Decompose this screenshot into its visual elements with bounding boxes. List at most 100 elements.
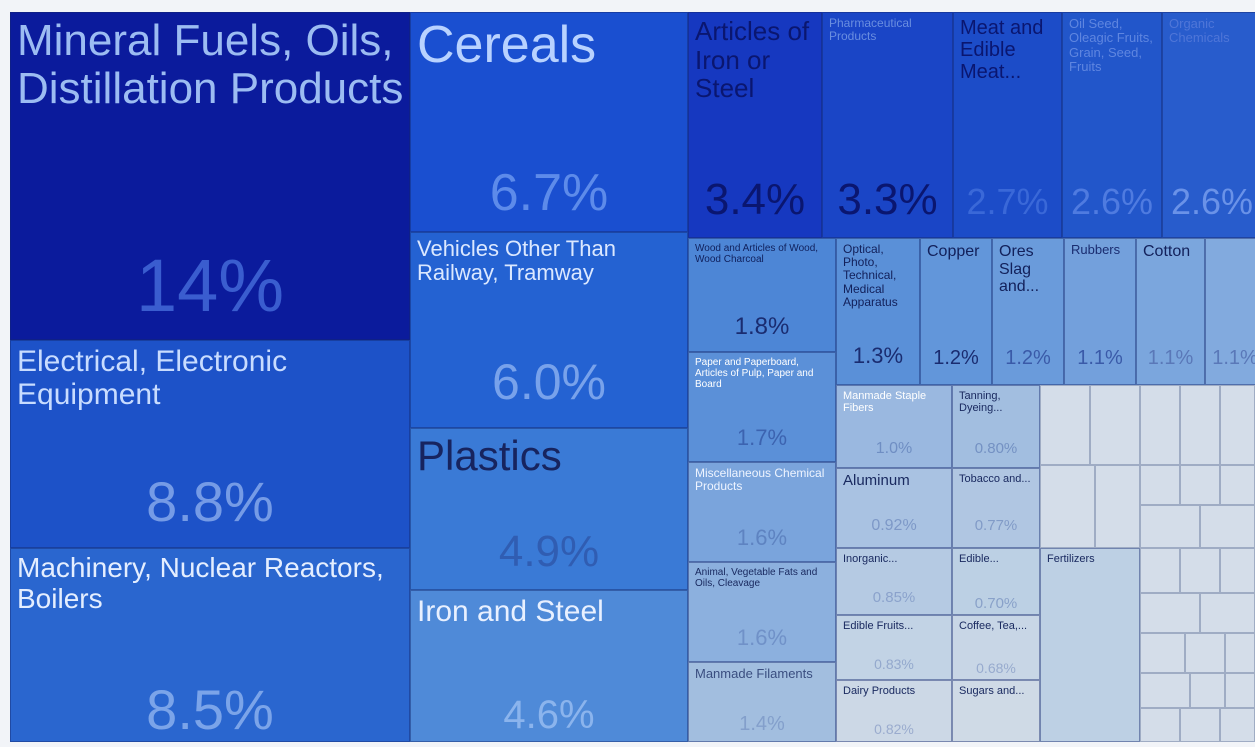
value-label: 4.9% bbox=[411, 527, 687, 577]
small-cell bbox=[1140, 385, 1180, 465]
value-label: 1.1% bbox=[1206, 347, 1255, 370]
value-label: 6.0% bbox=[411, 353, 687, 411]
cell-label: Machinery, Nuclear Reactors, Boilers bbox=[17, 553, 405, 615]
value-label: 1.2% bbox=[993, 347, 1063, 370]
treemap-cell: Mineral Fuels, Oils, Distillation Produc… bbox=[10, 12, 410, 340]
value-label: 0.80% bbox=[953, 440, 1039, 457]
value-label: 1.1% bbox=[1137, 347, 1204, 370]
value-label: 0.83% bbox=[837, 656, 951, 672]
small-cell bbox=[1200, 505, 1255, 548]
treemap-cell: Cotton 1.1% bbox=[1136, 238, 1205, 385]
small-cell bbox=[1225, 673, 1255, 708]
value-label: 8.5% bbox=[11, 677, 409, 742]
treemap-cell: Fertilizers bbox=[1040, 548, 1140, 742]
treemap-cell: Wood and Articles of Wood, Wood Charcoal… bbox=[688, 238, 836, 352]
small-cell bbox=[1190, 673, 1225, 708]
cell-label: Tobacco and... bbox=[959, 473, 1035, 485]
value-label: 3.3% bbox=[823, 175, 952, 225]
cell-label: Copper bbox=[927, 243, 987, 261]
treemap-cell: 1.1% bbox=[1205, 238, 1255, 385]
value-label: 2.6% bbox=[1063, 181, 1161, 223]
cell-label: Cereals bbox=[417, 17, 683, 74]
cell-label: Electrical, Electronic Equipment bbox=[17, 345, 405, 411]
cell-label: Iron and Steel bbox=[417, 595, 683, 628]
treemap-cell: Ores Slag and... 1.2% bbox=[992, 238, 1064, 385]
small-cell bbox=[1180, 548, 1220, 593]
small-cell bbox=[1185, 633, 1225, 673]
treemap-cell: Miscellaneous Chemical Products 1.6% bbox=[688, 462, 836, 562]
value-label: 0.92% bbox=[837, 517, 951, 535]
value-label: 1.7% bbox=[689, 425, 835, 451]
cell-label: Ores Slag and... bbox=[999, 243, 1059, 296]
treemap-cell: Edible...0.70% bbox=[952, 548, 1040, 615]
cell-label: Animal, Vegetable Fats and Oils, Cleavag… bbox=[695, 567, 831, 589]
cell-label: Manmade Filaments bbox=[695, 667, 831, 681]
value-label: 1.6% bbox=[689, 625, 835, 651]
treemap-cell: Tobacco and... 0.77% bbox=[952, 468, 1040, 548]
treemap-cell: Manmade Staple Fibers 1.0% bbox=[836, 385, 952, 468]
value-label: 1.4% bbox=[689, 713, 835, 736]
treemap-cell: Iron and Steel 4.6% bbox=[410, 590, 688, 742]
small-cell bbox=[1090, 385, 1140, 465]
value-label: 1.6% bbox=[689, 525, 835, 551]
treemap-cell: Organic Chemicals 2.6% bbox=[1162, 12, 1255, 238]
treemap-cell: Plastics 4.9% bbox=[410, 428, 688, 590]
value-label: 0.70% bbox=[953, 595, 1039, 612]
treemap-cell: Copper 1.2% bbox=[920, 238, 992, 385]
small-cell bbox=[1040, 465, 1095, 548]
cell-label: Plastics bbox=[417, 433, 683, 479]
small-cell bbox=[1220, 385, 1255, 465]
small-cell bbox=[1140, 673, 1190, 708]
cell-label: Oil Seed, Oleagic Fruits, Grain, Seed, F… bbox=[1069, 17, 1157, 74]
treemap-cell: Coffee, Tea,... 0.68% bbox=[952, 615, 1040, 680]
small-cell bbox=[1140, 633, 1185, 673]
cell-label: Organic Chemicals bbox=[1169, 17, 1255, 46]
cell-label: Meat and Edible Meat... bbox=[960, 17, 1057, 83]
cell-label: Manmade Staple Fibers bbox=[843, 390, 947, 414]
cell-label: Dairy Products bbox=[843, 685, 947, 697]
cell-label: Paper and Paperboard, Articles of Pulp, … bbox=[695, 357, 831, 390]
treemap-cell: Pharmaceutical Products 3.3% bbox=[822, 12, 953, 238]
value-label: 0.68% bbox=[953, 660, 1039, 676]
small-cell bbox=[1040, 385, 1090, 465]
treemap-cell: Sugars and... bbox=[952, 680, 1040, 742]
cell-label: Tanning, Dyeing... bbox=[959, 390, 1035, 414]
value-label: 4.6% bbox=[411, 693, 687, 738]
small-cell bbox=[1140, 708, 1180, 742]
cell-label: Wood and Articles of Wood, Wood Charcoal bbox=[695, 243, 831, 265]
small-cell bbox=[1180, 708, 1220, 742]
small-cell bbox=[1220, 548, 1255, 593]
small-cell bbox=[1140, 505, 1200, 548]
cell-label: Miscellaneous Chemical Products bbox=[695, 467, 831, 493]
value-label: 2.7% bbox=[954, 181, 1061, 223]
treemap-cell: Optical, Photo, Technical, Medical Appar… bbox=[836, 238, 920, 385]
value-label: 1.3% bbox=[837, 343, 919, 369]
cell-label: Coffee, Tea,... bbox=[959, 620, 1035, 632]
treemap: Mineral Fuels, Oils, Distillation Produc… bbox=[0, 0, 1255, 747]
small-cell bbox=[1140, 465, 1180, 505]
cell-label: Optical, Photo, Technical, Medical Appar… bbox=[843, 243, 915, 309]
cell-label: Cotton bbox=[1143, 243, 1200, 261]
value-label: 1.0% bbox=[837, 440, 951, 458]
treemap-cell: Dairy Products 0.82% bbox=[836, 680, 952, 742]
small-cell bbox=[1180, 385, 1220, 465]
treemap-cell: Edible Fruits...0.83% bbox=[836, 615, 952, 680]
cell-label: Pharmaceutical Products bbox=[829, 17, 948, 43]
cell-label: Inorganic... bbox=[843, 553, 947, 565]
value-label: 1.1% bbox=[1065, 347, 1135, 370]
small-cell bbox=[1140, 548, 1180, 593]
small-cell bbox=[1180, 465, 1220, 505]
treemap-cell: Animal, Vegetable Fats and Oils, Cleavag… bbox=[688, 562, 836, 662]
small-cell bbox=[1220, 465, 1255, 505]
value-label: 2.6% bbox=[1163, 181, 1255, 223]
value-label: 1.2% bbox=[921, 347, 991, 370]
value-label: 0.77% bbox=[953, 517, 1039, 534]
value-label: 0.82% bbox=[837, 721, 951, 737]
cell-label: Fertilizers bbox=[1047, 553, 1135, 565]
